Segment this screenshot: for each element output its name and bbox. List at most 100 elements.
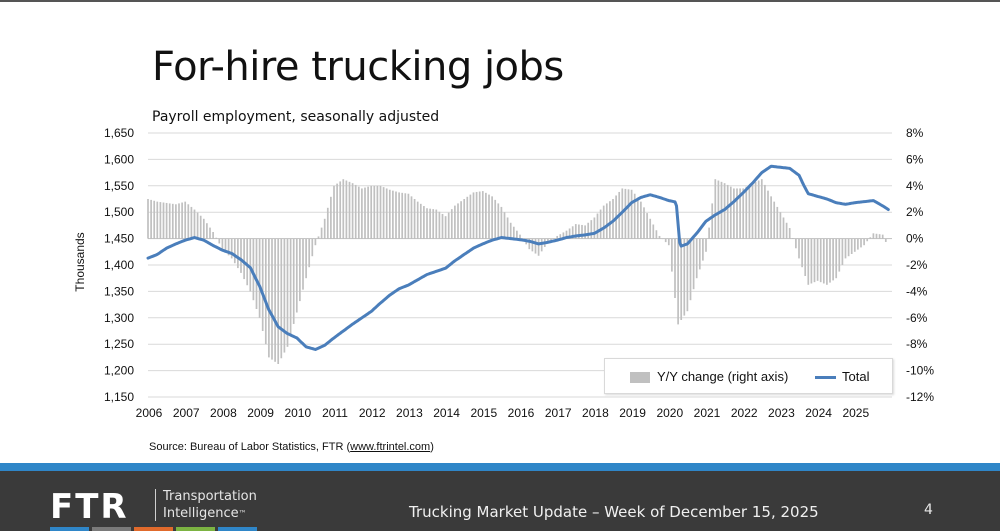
yoy-bar bbox=[500, 206, 503, 239]
yoy-bar bbox=[357, 186, 360, 239]
yoy-bar bbox=[413, 199, 416, 239]
yoy-bar bbox=[326, 207, 329, 239]
footer-title: Trucking Market Update – Week of Decembe… bbox=[409, 503, 819, 521]
yoy-bar bbox=[807, 238, 810, 285]
yoy-bar bbox=[689, 238, 692, 301]
yoy-bar bbox=[168, 203, 171, 239]
yoy-bar bbox=[534, 238, 537, 254]
x-tick-label: 2012 bbox=[359, 406, 386, 420]
yoy-bar bbox=[692, 238, 695, 290]
yoy-bar bbox=[776, 206, 779, 239]
yoy-bar bbox=[289, 238, 292, 336]
y-left-tick-label: 1,400 bbox=[104, 258, 134, 272]
yoy-bar bbox=[426, 208, 428, 239]
x-tick-label: 2020 bbox=[656, 406, 683, 420]
yoy-bar bbox=[857, 238, 859, 250]
x-tick-label: 2011 bbox=[322, 406, 348, 420]
yoy-bar bbox=[351, 183, 354, 239]
chart-subtitle: Payroll employment, seasonally adjusted bbox=[152, 109, 440, 125]
yoy-bar bbox=[785, 222, 788, 239]
yoy-bar bbox=[829, 238, 831, 283]
y-right-tick-label: 8% bbox=[906, 126, 924, 140]
yoy-bar bbox=[537, 238, 540, 256]
yoy-bar bbox=[683, 238, 686, 316]
yoy-bar bbox=[596, 213, 599, 239]
legend-line-label: Total bbox=[842, 369, 870, 384]
yoy-bar bbox=[869, 237, 872, 239]
yoy-bar bbox=[680, 238, 683, 320]
yoy-bar bbox=[221, 238, 224, 250]
yoy-bar bbox=[671, 238, 673, 272]
x-tick-label: 2023 bbox=[768, 406, 795, 420]
x-tick-label: 2014 bbox=[433, 406, 460, 420]
y-left-tick-label: 1,450 bbox=[104, 232, 134, 246]
yoy-bar bbox=[264, 238, 267, 345]
yoy-bar bbox=[435, 209, 438, 239]
yoy-bar bbox=[227, 238, 230, 256]
yoy-bar bbox=[593, 217, 596, 239]
yoy-bar bbox=[330, 196, 332, 239]
yoy-bar bbox=[754, 181, 757, 239]
source-link[interactable]: www.ftrintel.com bbox=[350, 441, 431, 453]
yoy-bar bbox=[649, 218, 652, 239]
yoy-bar bbox=[494, 199, 497, 239]
yoy-bar bbox=[419, 203, 422, 239]
yoy-bar bbox=[872, 233, 875, 239]
yoy-bar bbox=[162, 202, 165, 239]
source-prefix: Source: Bureau of Labor Statistics, FTR … bbox=[149, 441, 351, 453]
yoy-bar bbox=[739, 188, 741, 239]
yoy-bar bbox=[466, 196, 469, 239]
yoy-bar bbox=[339, 181, 342, 239]
yoy-bar bbox=[556, 235, 559, 239]
yoy-bar bbox=[206, 223, 208, 239]
trucking-jobs-chart: 1,650 1,600 1,550 1,500 1,450 1,400 1,350 1,300… bbox=[73, 126, 934, 420]
yoy-bar bbox=[819, 238, 822, 283]
yoy-bar bbox=[782, 217, 785, 239]
y-left-tick-label: 1,650 bbox=[104, 126, 134, 140]
source-suffix: ) bbox=[430, 441, 434, 453]
yoy-bar bbox=[230, 238, 233, 259]
yoy-bar bbox=[472, 192, 475, 239]
yoy-bar bbox=[348, 181, 351, 239]
y-left-tick-label: 1,550 bbox=[104, 179, 134, 193]
yoy-bar bbox=[336, 183, 338, 239]
yoy-bar bbox=[209, 227, 211, 239]
yoy-bar bbox=[491, 196, 493, 239]
yoy-bar bbox=[249, 238, 252, 292]
yoy-bar bbox=[574, 224, 577, 239]
yoy-bar bbox=[280, 238, 283, 359]
yoy-bar bbox=[609, 201, 611, 239]
yoy-bar bbox=[528, 238, 531, 250]
logo-separator bbox=[155, 489, 156, 521]
yoy-bar bbox=[385, 188, 388, 239]
yoy-bar bbox=[733, 188, 735, 239]
y-right-tick-label: 0% bbox=[906, 232, 924, 246]
y-left-tick-label: 1,500 bbox=[104, 205, 134, 219]
yoy-bar bbox=[519, 234, 521, 239]
yoy-bar bbox=[633, 193, 636, 239]
yoy-bar bbox=[624, 188, 627, 239]
x-tick-label: 2021 bbox=[694, 406, 721, 420]
yoy-bar bbox=[711, 203, 714, 239]
y-left-tick-label: 1,250 bbox=[104, 337, 134, 351]
y-right-tick-label: -10% bbox=[906, 364, 934, 378]
yoy-bar bbox=[454, 205, 456, 239]
yoy-bar bbox=[199, 215, 202, 239]
x-tick-label: 2022 bbox=[731, 406, 758, 420]
yoy-bar bbox=[333, 185, 335, 239]
yoy-bar bbox=[240, 238, 242, 273]
yoy-bar bbox=[150, 199, 152, 239]
page-number: 4 bbox=[924, 502, 933, 518]
yoy-bar bbox=[438, 211, 441, 239]
yoy-bar bbox=[826, 238, 828, 285]
footer-stripe bbox=[0, 463, 1000, 471]
yoy-bar bbox=[460, 201, 462, 239]
legend-bar-swatch bbox=[630, 372, 650, 383]
yoy-bar bbox=[717, 180, 720, 239]
logo-color-2 bbox=[134, 527, 173, 531]
yoy-bar bbox=[512, 226, 515, 239]
yoy-bar bbox=[292, 238, 295, 324]
yoy-bar bbox=[165, 202, 168, 239]
yoy-bar bbox=[404, 193, 407, 239]
x-tick-label: 2016 bbox=[508, 406, 535, 420]
